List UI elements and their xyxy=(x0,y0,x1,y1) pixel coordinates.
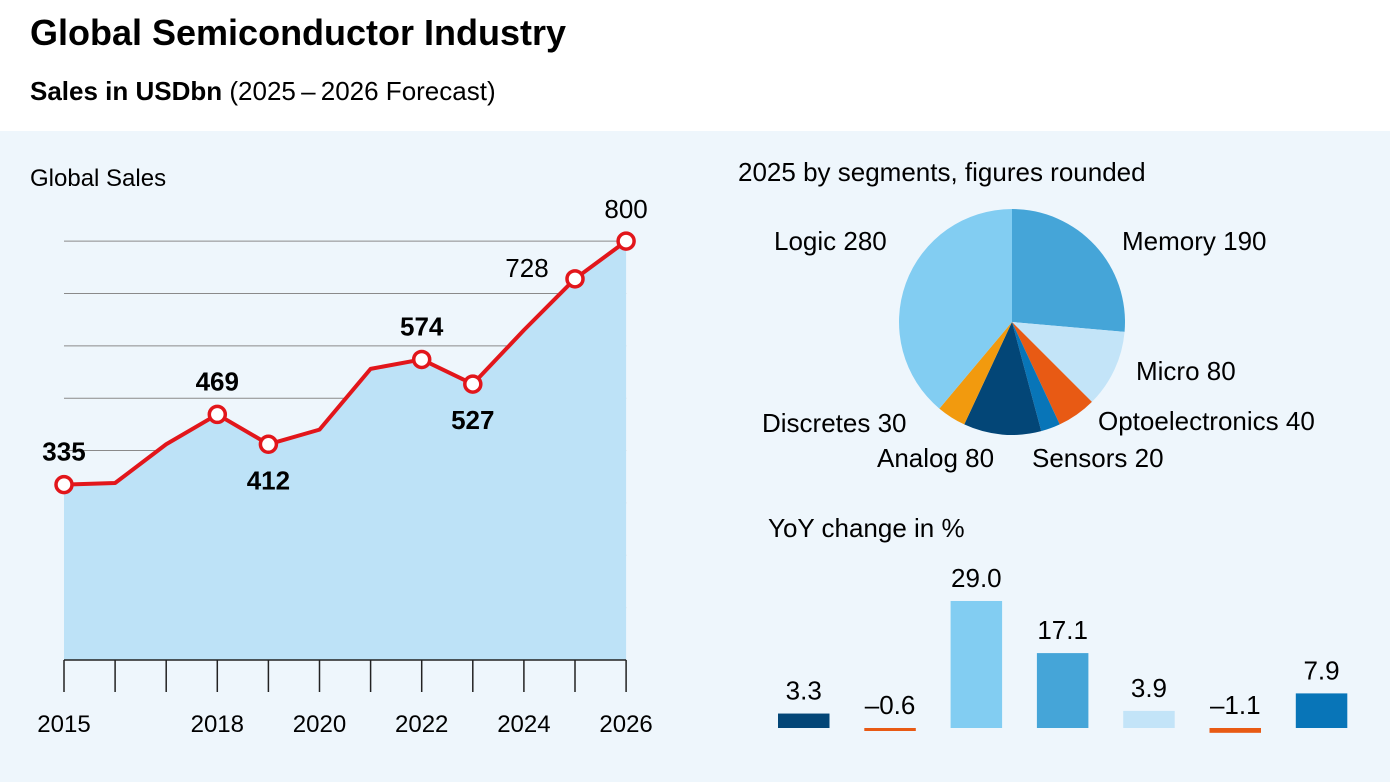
bar xyxy=(778,713,830,728)
bar-value-label: 3.3 xyxy=(786,676,822,706)
data-point-marker xyxy=(565,269,585,289)
data-point-label: 527 xyxy=(451,405,494,435)
pie-slice-label: Analog 80 xyxy=(877,443,994,473)
pie-slice xyxy=(899,209,1012,409)
bar xyxy=(1209,728,1261,733)
pie-slice-label: Discretes 30 xyxy=(762,408,907,438)
data-point-marker xyxy=(258,434,279,455)
data-point-marker xyxy=(616,231,636,251)
pie-group xyxy=(899,209,1125,436)
chart-title: Global Semiconductor Industry xyxy=(30,12,567,53)
pie-slice xyxy=(939,322,1012,425)
pie-slice-label: Optoelectronics 40 xyxy=(1098,406,1315,436)
pie-slice xyxy=(1012,322,1092,425)
pie-slice-label: Memory 190 xyxy=(1122,226,1267,256)
data-point-label: 335 xyxy=(42,437,85,467)
bar xyxy=(950,600,1003,728)
bar-value-label: 3.9 xyxy=(1131,673,1167,703)
data-point-label: 412 xyxy=(247,465,290,495)
data-point-marker xyxy=(54,474,74,495)
chart-subtitle: Sales in USDbn (2025 – 2026 Forecast) xyxy=(30,76,496,107)
bar-value-label: –0.6 xyxy=(865,690,916,720)
data-point-label: 469 xyxy=(196,366,239,396)
x-tick-label: 2024 xyxy=(497,711,550,738)
x-tick-label: 2018 xyxy=(191,711,244,738)
pie-slice xyxy=(964,322,1042,436)
bar-chart-title: YoY change in % xyxy=(768,513,965,543)
subtitle-bold: Sales in USDbn xyxy=(30,76,223,106)
bar xyxy=(864,728,916,731)
pie-chart-title: 2025 by segments, figures rounded xyxy=(738,157,1146,187)
pie-slice xyxy=(1012,322,1125,402)
bar-value-label: 7.9 xyxy=(1303,655,1339,685)
pie-slice xyxy=(1012,322,1060,432)
x-tick-label: 2020 xyxy=(293,711,346,738)
bar xyxy=(1036,653,1089,728)
pie-slice-label: Micro 80 xyxy=(1136,356,1236,386)
subtitle-rest: (2025 – 2026 Forecast) xyxy=(222,76,496,106)
x-tick-label: 2015 xyxy=(37,711,90,738)
x-tick-label: 2022 xyxy=(395,711,448,738)
data-point-label: 574 xyxy=(400,311,444,341)
bar-value-label: –1.1 xyxy=(1210,690,1261,720)
bar-value-label: 17.1 xyxy=(1037,615,1088,645)
pie-slice-label: Logic 280 xyxy=(774,226,887,256)
data-point-label: 728 xyxy=(505,253,548,283)
bar-value-label: 29.0 xyxy=(951,563,1002,593)
sales-line xyxy=(63,239,628,487)
x-tick-label: 2026 xyxy=(599,711,652,738)
sales-area xyxy=(64,241,627,660)
line-chart-title: Global Sales xyxy=(30,165,166,192)
data-point-marker xyxy=(463,374,483,394)
bar xyxy=(1123,710,1175,728)
data-point-marker xyxy=(411,349,432,370)
bar xyxy=(1295,693,1348,728)
pie-slice-label: Sensors 20 xyxy=(1032,443,1164,473)
pie-slice xyxy=(1012,209,1125,332)
data-point-marker xyxy=(207,404,228,425)
data-point-label: 800 xyxy=(604,194,647,224)
